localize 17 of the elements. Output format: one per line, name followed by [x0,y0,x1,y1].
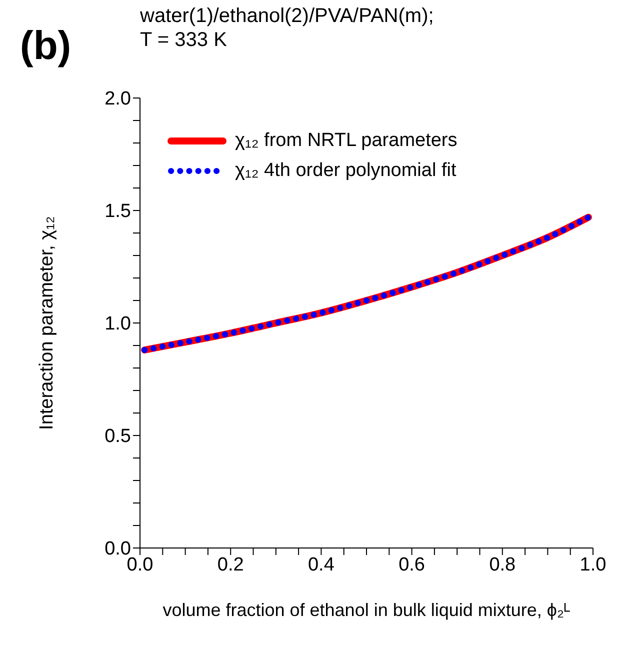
y-tick-label: 1.5 [104,201,131,222]
text: (b) [20,24,72,69]
x-tick-label: 0.4 [308,554,335,576]
y-tick-label: 1.0 [104,314,131,335]
x-tick-label: 0.2 [217,554,244,576]
x-tick-label: 0.0 [126,554,154,576]
y-tick-label: 2.0 [104,88,131,110]
chart-title: water(1)/ethanol(2)/PVA/PAN(m); [140,4,434,28]
legend-label: χ₁₂ from NRTL parameters [235,130,458,152]
chart-subtitle: T = 333 K [140,28,228,52]
x-axis-title: volume fraction of ethanol in bulk liquid mixture, ϕ₂ᴸ [162,600,570,620]
y-axis-title: Interaction parameter, χ₁₂ [36,216,58,430]
y-tick-label: 0.5 [104,426,131,448]
x-tick-label: 0.6 [398,554,426,576]
x-tick-label: 1.0 [580,554,606,576]
x-tick-label: 0.8 [489,554,516,576]
legend-label: χ₁₂ 4th order polynomial fit [235,160,456,182]
